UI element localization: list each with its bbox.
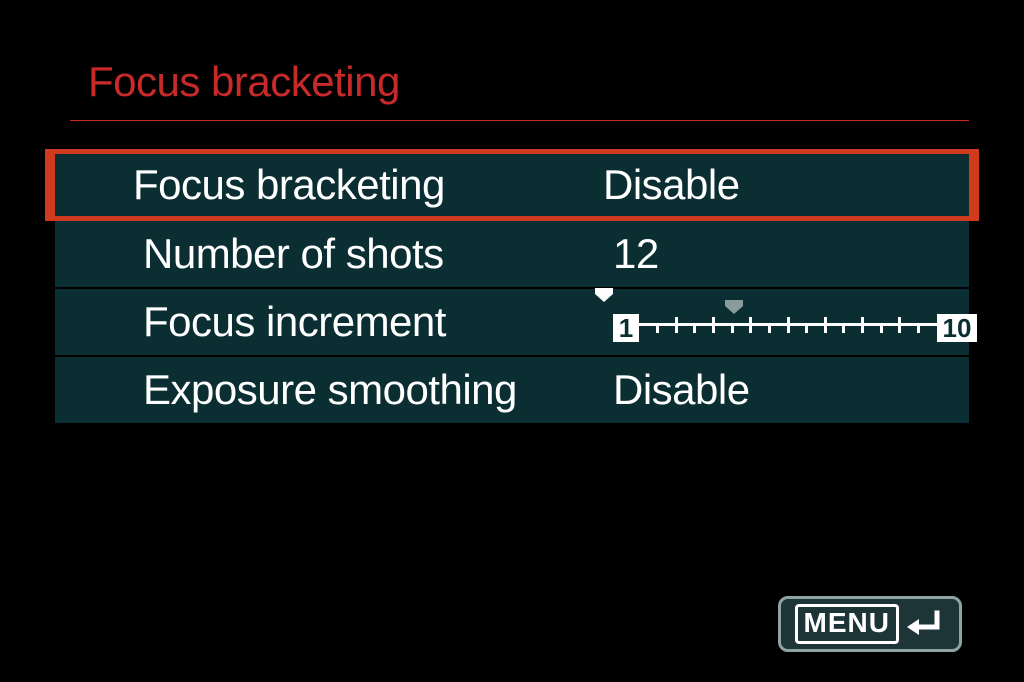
header: Focus bracketing xyxy=(0,0,1024,114)
current-value-marker-icon xyxy=(725,300,743,314)
page-title: Focus bracketing xyxy=(88,58,1024,106)
menu-item-exposure-smoothing[interactable]: Exposure smoothing Disable xyxy=(55,357,969,425)
return-icon xyxy=(907,609,947,639)
camera-menu-screen: Focus bracketing Focus bracketing Disabl… xyxy=(0,0,1024,682)
menu-item-focus-increment[interactable]: Focus increment 1 10 xyxy=(55,289,969,357)
menu-button-frame: MENU xyxy=(795,604,899,644)
menu-button-label: MENU xyxy=(804,607,890,638)
menu-item-focus-bracketing[interactable]: Focus bracketing Disable xyxy=(45,149,979,221)
row-value: Disable xyxy=(613,366,750,414)
increment-scale: 1 10 xyxy=(613,302,977,342)
row-label: Focus increment xyxy=(143,298,613,346)
menu-back-button[interactable]: MENU xyxy=(778,596,962,652)
row-label: Number of shots xyxy=(143,230,613,278)
row-value: 12 xyxy=(613,230,659,278)
row-label: Focus bracketing xyxy=(133,161,603,209)
header-divider xyxy=(70,120,969,121)
scale-track xyxy=(639,314,937,342)
scale-min-label: 1 xyxy=(613,314,639,342)
scale-ticks xyxy=(639,317,937,333)
row-value: Disable xyxy=(603,161,740,209)
menu-list: Focus bracketing Disable Number of shots… xyxy=(0,149,1024,425)
row-label: Exposure smoothing xyxy=(143,366,613,414)
set-value-marker-icon xyxy=(595,288,613,302)
scale-max-label: 10 xyxy=(937,314,977,342)
menu-item-number-of-shots[interactable]: Number of shots 12 xyxy=(55,221,969,289)
